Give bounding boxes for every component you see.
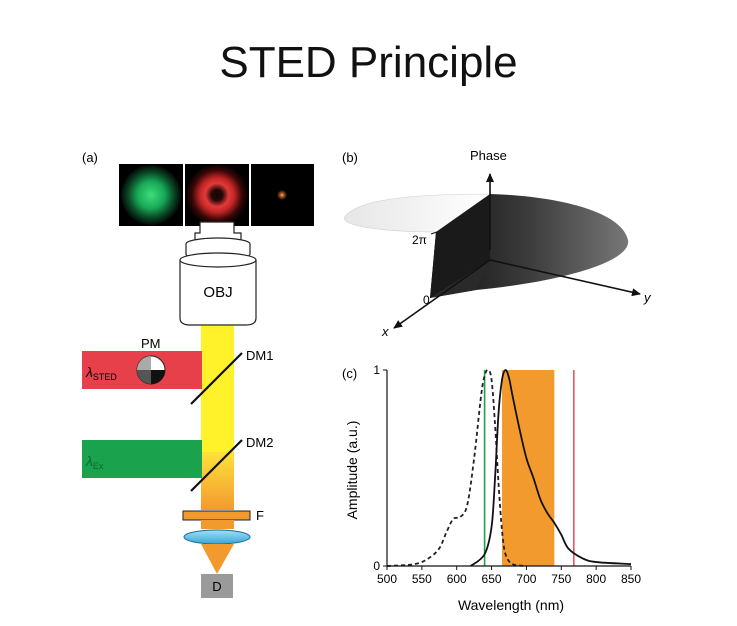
ex-sub: Ex bbox=[93, 461, 104, 471]
page-title: STED Principle bbox=[219, 38, 518, 87]
phase-axis-label: Phase bbox=[470, 148, 507, 163]
excitation-spectrum bbox=[386, 369, 527, 567]
sted-sub: STED bbox=[93, 372, 118, 382]
detection-band bbox=[502, 370, 555, 566]
lens bbox=[183, 529, 251, 545]
dichroic-1-label: DM1 bbox=[246, 348, 273, 363]
y-tick-label: 1 bbox=[373, 363, 380, 377]
x-tick-label: 850 bbox=[621, 572, 641, 586]
dichroic-mirror-1 bbox=[190, 352, 243, 405]
x-tick-label: 700 bbox=[516, 572, 536, 586]
sted-spot-icon bbox=[277, 190, 287, 200]
panel-c-label: (c) bbox=[342, 366, 357, 381]
panel-b-label: (b) bbox=[342, 150, 358, 165]
filter bbox=[182, 510, 251, 521]
y-axis bbox=[489, 259, 641, 297]
dichroic-2-label: DM2 bbox=[246, 435, 273, 450]
x-axis-label: x bbox=[381, 324, 389, 339]
y-tick-label: 0 bbox=[373, 559, 380, 573]
sted-lambda: λ bbox=[85, 364, 93, 380]
y-axis-label: y bbox=[643, 290, 652, 305]
detector-label: D bbox=[212, 579, 221, 594]
dichroic-mirror-2 bbox=[190, 439, 243, 492]
tick-0: 0 bbox=[423, 293, 430, 307]
x-tick-label: 550 bbox=[412, 572, 432, 586]
chart-xlabel: Wavelength (nm) bbox=[458, 597, 564, 613]
x-tick-label: 600 bbox=[447, 572, 467, 586]
spectra-chart: 500 550 600 650 700 750 800 850 0 1 bbox=[373, 363, 641, 586]
chart-axes: 500 550 600 650 700 750 800 850 0 1 bbox=[373, 363, 641, 586]
x-tick-label: 500 bbox=[377, 572, 397, 586]
panel-c: (c) 500 550 600 650 700 750 800 850 0 1 Amplitude… bbox=[342, 363, 641, 613]
depletion-donut-icon bbox=[186, 164, 248, 226]
excitation-spot-icon bbox=[121, 165, 181, 225]
x-tick-label: 650 bbox=[482, 572, 502, 586]
phase-mask-label: PM bbox=[141, 336, 161, 351]
objective-body bbox=[179, 260, 257, 326]
x-tick-label: 800 bbox=[586, 572, 606, 586]
panel-b: (b) Phase 2π 0 y x bbox=[342, 148, 652, 339]
objective-label: OBJ bbox=[203, 284, 232, 301]
excitation-beam bbox=[82, 440, 202, 478]
emission-spectrum bbox=[470, 369, 632, 567]
focused-emission bbox=[201, 544, 234, 574]
panel-a-label: (a) bbox=[82, 150, 98, 165]
tick-2pi: 2π bbox=[412, 233, 427, 247]
emission-beam bbox=[201, 452, 234, 510]
svg-text:λSTED: λSTED bbox=[85, 364, 117, 382]
svg-text:λEx: λEx bbox=[85, 453, 104, 471]
detector bbox=[201, 574, 233, 598]
ex-lambda: λ bbox=[85, 453, 93, 469]
x-axis bbox=[393, 259, 491, 329]
chart-ylabel: Amplitude (a.u.) bbox=[344, 421, 360, 520]
phase-step bbox=[430, 194, 490, 298]
filter-label: F bbox=[256, 508, 264, 523]
x-tick-label: 750 bbox=[551, 572, 571, 586]
panel-a: (a) OBJ λSTED PM λEx DM1 bbox=[82, 150, 314, 598]
